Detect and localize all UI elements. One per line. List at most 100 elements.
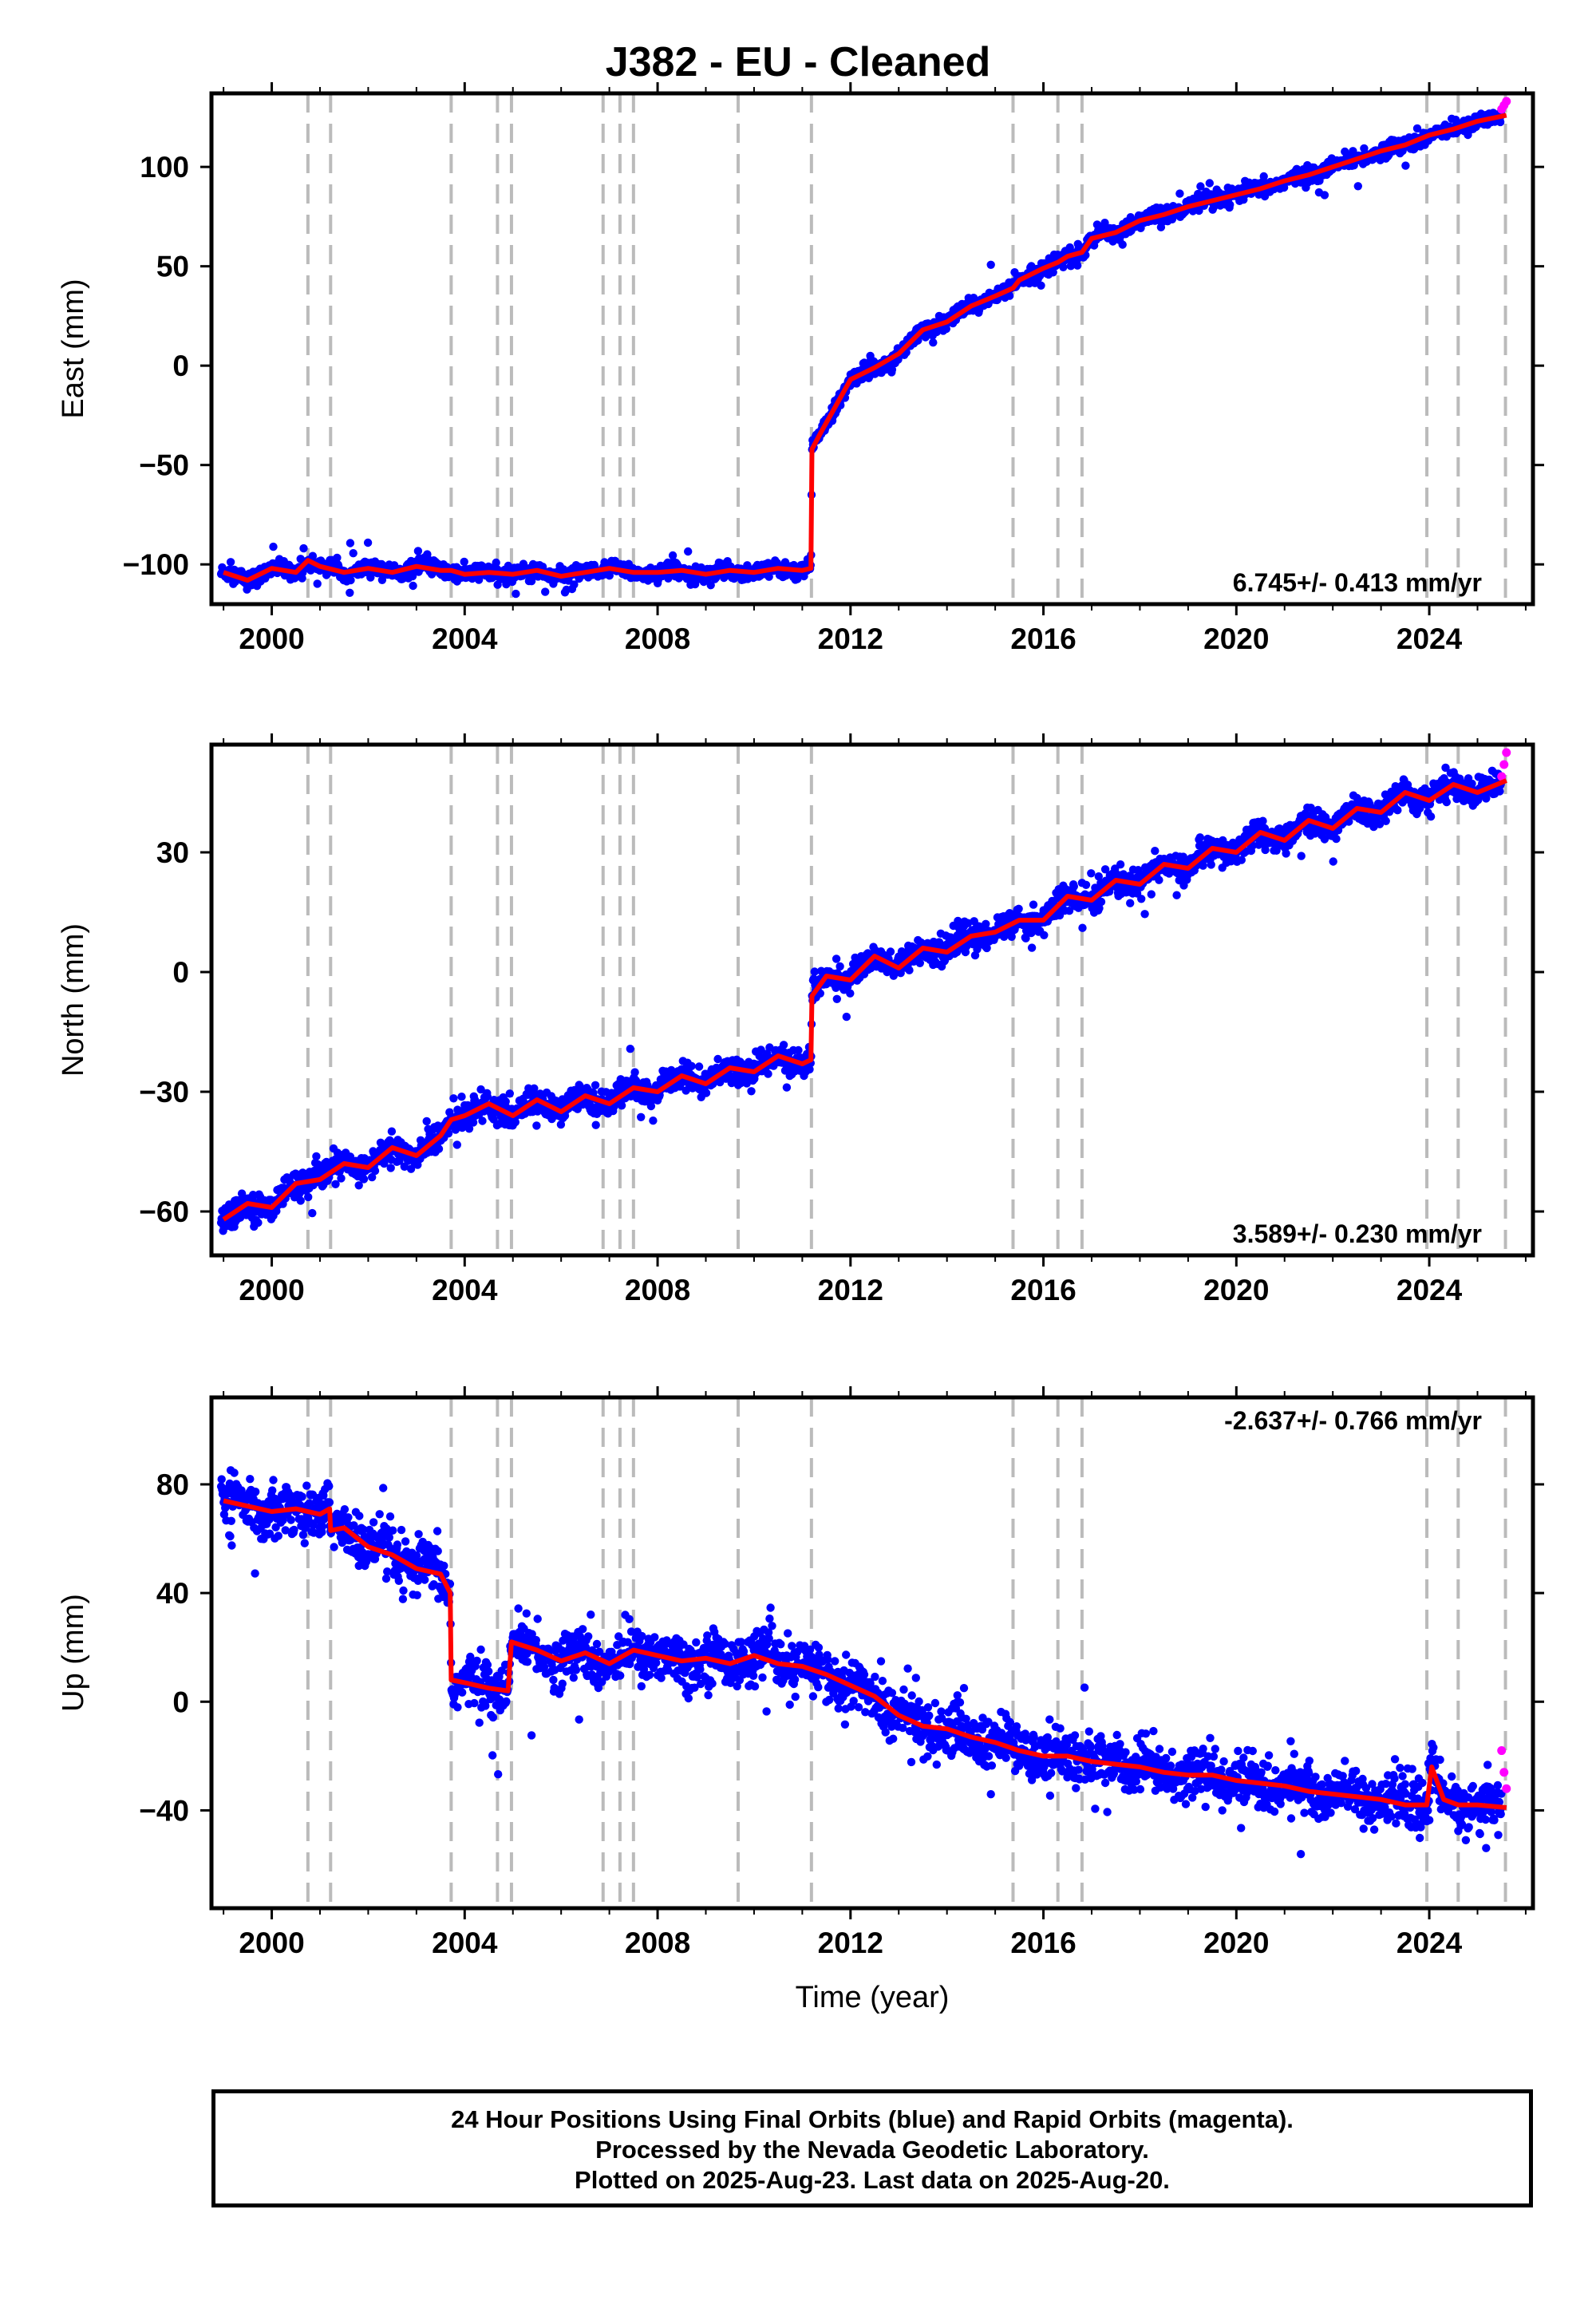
data-point <box>1100 219 1109 227</box>
data-point <box>460 557 468 567</box>
data-point <box>982 919 990 929</box>
data-point <box>1320 191 1329 200</box>
final-orbit-points <box>216 763 1506 1235</box>
data-point <box>1360 144 1369 153</box>
data-point <box>747 1087 756 1096</box>
data-point <box>1078 923 1087 932</box>
data-point <box>409 581 417 591</box>
data-point <box>1065 907 1074 915</box>
data-point <box>346 575 355 585</box>
data-point <box>936 939 945 948</box>
data-point <box>982 943 991 953</box>
data-point <box>308 1208 317 1218</box>
event-lines <box>306 93 1507 604</box>
data-point <box>1095 903 1104 913</box>
data-point <box>346 539 355 547</box>
data-point <box>1040 931 1049 940</box>
data-point <box>1116 860 1125 869</box>
y-axis-title: East (mm) <box>57 279 90 418</box>
data-point <box>308 551 318 560</box>
data-point <box>527 577 536 586</box>
data-point <box>422 1117 431 1126</box>
data-point <box>1069 882 1079 891</box>
data-point <box>478 1117 487 1125</box>
data-point <box>1059 263 1068 271</box>
data-point <box>832 994 842 1004</box>
data-point <box>377 575 387 584</box>
data-point <box>1029 900 1038 909</box>
data-point <box>1037 281 1045 290</box>
data-point <box>1495 117 1505 127</box>
data-point <box>896 969 905 978</box>
data-point <box>530 1084 539 1093</box>
data-point <box>591 1081 600 1090</box>
data-point <box>626 1045 634 1053</box>
chart-title: J382 - EU - Cleaned <box>605 39 991 85</box>
data-point <box>646 1101 656 1111</box>
data-point <box>810 967 819 976</box>
data-point <box>464 1124 474 1133</box>
rapid-point <box>1502 97 1511 106</box>
data-point <box>713 1054 722 1064</box>
data-point <box>1005 291 1014 300</box>
data-point <box>1096 897 1106 907</box>
data-point <box>630 1068 639 1077</box>
data-point <box>269 542 278 551</box>
data-point <box>973 945 982 954</box>
rapid-orbit-points <box>1497 97 1511 114</box>
data-point <box>476 1085 485 1094</box>
data-point <box>331 1180 340 1189</box>
data-point <box>1140 910 1149 919</box>
data-point <box>1282 849 1290 858</box>
data-point <box>444 1129 453 1138</box>
data-point <box>886 947 895 956</box>
data-point <box>1401 161 1410 170</box>
y-tick-label: −100 <box>123 548 189 581</box>
x-tick-label: 2024 <box>1396 622 1463 655</box>
data-point <box>887 365 897 374</box>
final-orbit-points <box>216 108 1506 599</box>
data-point <box>570 580 579 589</box>
data-point <box>457 1093 466 1101</box>
data-point <box>452 1140 461 1149</box>
data-point <box>532 1121 541 1130</box>
data-point <box>1147 890 1156 899</box>
data-point <box>701 1089 711 1097</box>
data-point <box>368 1172 377 1182</box>
data-point <box>541 587 550 596</box>
x-tick-label: 2000 <box>239 622 304 655</box>
data-point <box>254 1218 263 1227</box>
x-axis: 2000 2004 2008 2012 2016 2020 2024 <box>223 82 1527 655</box>
data-point <box>1375 820 1385 828</box>
data-point <box>337 1174 346 1183</box>
data-point <box>764 1069 772 1078</box>
data-point <box>1195 833 1205 842</box>
data-point <box>764 572 773 581</box>
data-point <box>690 579 700 589</box>
data-point <box>1137 895 1146 903</box>
data-point <box>617 1101 626 1110</box>
data-point <box>413 547 423 555</box>
data-point <box>505 1089 514 1098</box>
data-point <box>591 1120 600 1129</box>
data-point <box>359 1175 369 1184</box>
model-line <box>223 113 1507 583</box>
data-point <box>370 1166 380 1176</box>
data-point <box>434 1144 444 1153</box>
data-point <box>1188 207 1198 215</box>
data-point <box>556 1120 566 1129</box>
data-point <box>1196 182 1205 191</box>
data-point <box>304 1192 313 1202</box>
data-point <box>1049 268 1057 277</box>
north-panel: 2000 2004 2008 2012 2016 2020 2024−60−30030Nor… <box>57 733 1544 1306</box>
data-point <box>449 1094 458 1103</box>
data-point <box>386 1164 395 1172</box>
x-tick-label: 2008 <box>625 622 690 655</box>
data-point <box>846 989 855 998</box>
data-point <box>668 551 678 560</box>
data-point <box>1021 934 1030 943</box>
data-point <box>296 1196 305 1205</box>
data-point <box>1353 182 1363 191</box>
data-point <box>1087 869 1096 878</box>
